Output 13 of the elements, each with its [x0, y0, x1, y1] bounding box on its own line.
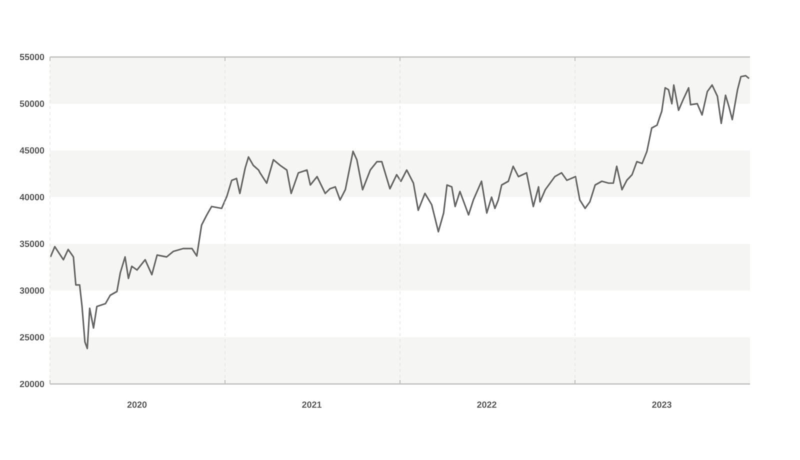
- y-tick-label: 50000: [20, 100, 44, 107]
- line-series: [50, 74, 750, 350]
- y-tick-label: 40000: [20, 194, 44, 200]
- x-tick-label: 2023: [652, 402, 672, 408]
- y-tick-label: 35000: [20, 240, 44, 248]
- y-tick-label: 30000: [20, 287, 44, 294]
- x-tick-label: 2021: [302, 402, 322, 408]
- x-tick-label: 2020: [127, 402, 147, 408]
- y-tick-label: 55000: [20, 54, 44, 60]
- y-tick-label: 25000: [20, 334, 44, 340]
- y-tick-label: 45000: [20, 147, 44, 154]
- y-tick-label: 20000: [20, 380, 44, 388]
- x-tick-label: 2022: [477, 402, 496, 408]
